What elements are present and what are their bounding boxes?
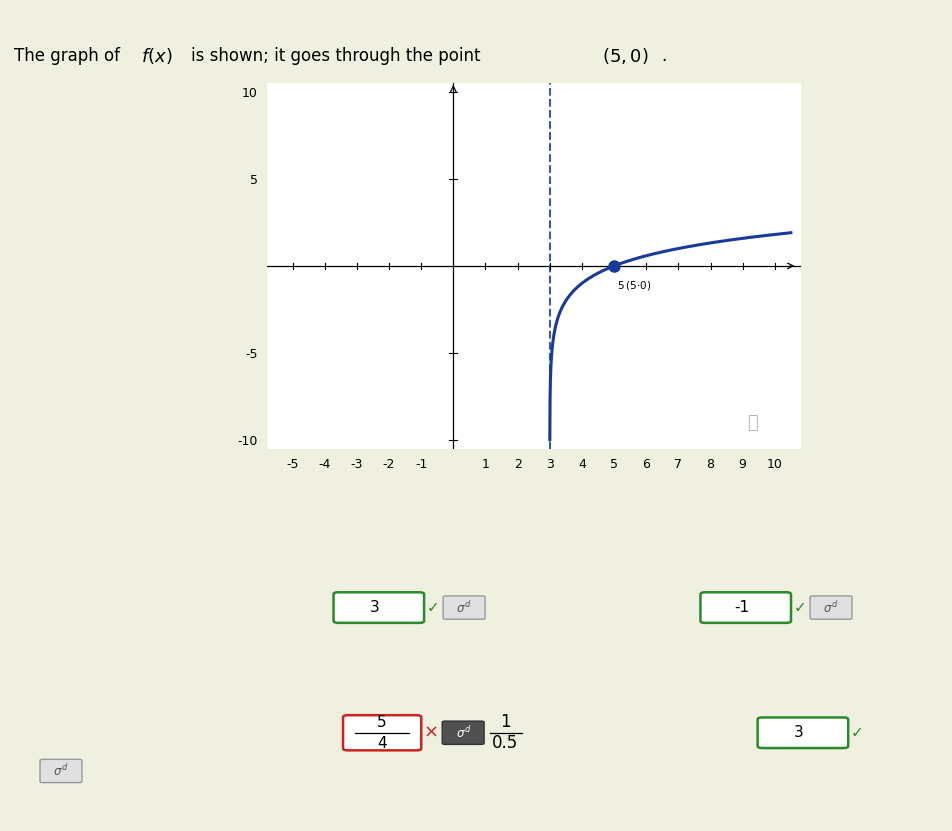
Text: 0.5: 0.5: [491, 735, 518, 752]
Text: $\sigma^d$: $\sigma^d$: [456, 600, 471, 616]
Text: $(5, 0)$: $(5, 0)$: [602, 46, 648, 66]
Text: ✓: ✓: [850, 725, 863, 740]
Text: 1: 1: [499, 713, 510, 731]
FancyBboxPatch shape: [700, 593, 790, 623]
Text: ✓: ✓: [793, 600, 805, 615]
Text: $f(x)$: $f(x)$: [141, 46, 172, 66]
Text: 3: 3: [793, 725, 803, 740]
FancyBboxPatch shape: [40, 760, 82, 783]
Text: 🔍: 🔍: [746, 414, 757, 431]
Text: ×: ×: [423, 724, 438, 742]
Text: -1: -1: [733, 600, 748, 615]
FancyBboxPatch shape: [443, 596, 485, 619]
Text: ✓: ✓: [426, 600, 439, 615]
Text: $\sigma^d$: $\sigma^d$: [53, 763, 69, 779]
Text: $\sigma^d$: $\sigma^d$: [823, 600, 838, 616]
Text: $\sigma^d$: $\sigma^d$: [455, 725, 470, 740]
Text: is shown; it goes through the point: is shown; it goes through the point: [190, 47, 480, 65]
Text: The graph of: The graph of: [14, 47, 120, 65]
FancyBboxPatch shape: [442, 721, 484, 745]
FancyBboxPatch shape: [343, 715, 421, 750]
Text: .: .: [661, 47, 666, 65]
FancyBboxPatch shape: [757, 717, 847, 748]
Text: $5\,(5\!\cdot\!0)$: $5\,(5\!\cdot\!0)$: [616, 279, 650, 292]
Text: 4: 4: [377, 736, 387, 751]
FancyBboxPatch shape: [809, 596, 851, 619]
FancyBboxPatch shape: [333, 593, 424, 623]
Text: 5: 5: [377, 715, 387, 730]
Text: 3: 3: [369, 600, 379, 615]
